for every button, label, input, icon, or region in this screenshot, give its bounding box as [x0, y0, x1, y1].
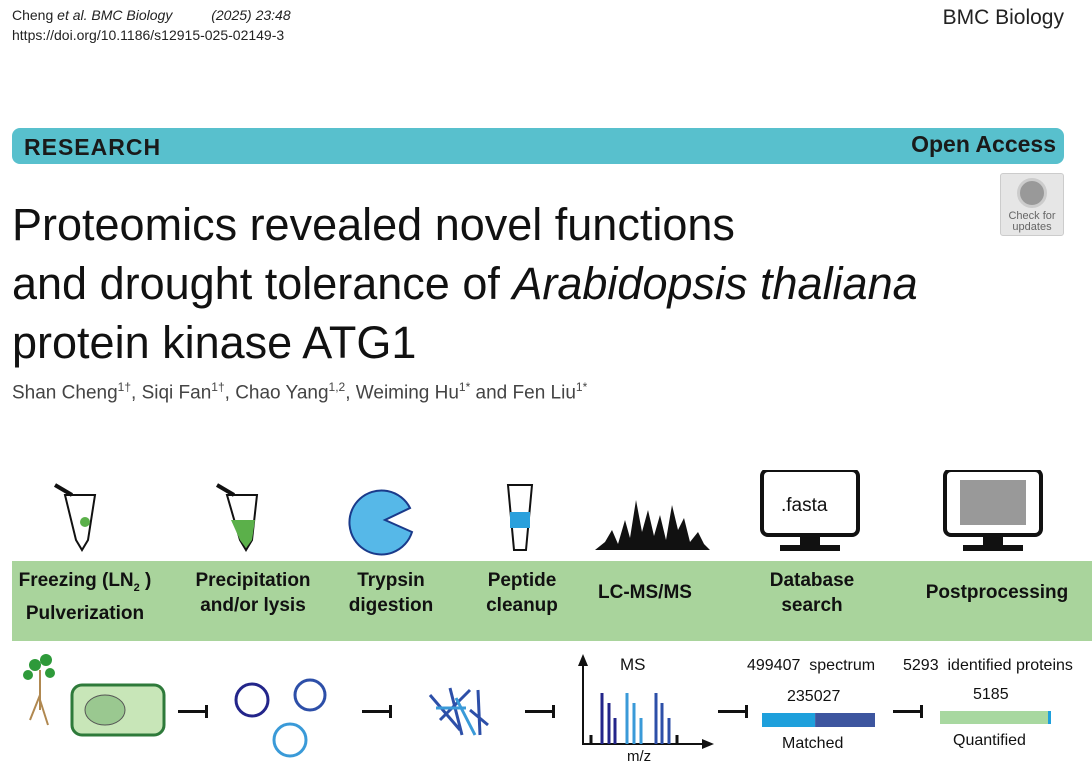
title-line1: Proteomics revealed novel functions	[12, 199, 735, 250]
trypsin-pacman-icon	[348, 489, 414, 556]
step-label: Postprocessing	[907, 580, 1087, 605]
article-type: RESEARCH	[24, 134, 162, 160]
step-label: Database search	[722, 568, 902, 618]
quantified-count: 5185	[973, 686, 1009, 703]
tube-lysis-icon	[215, 483, 259, 552]
identified-label: identified proteins	[947, 657, 1073, 674]
step-label-line1: LC-MS/MS	[555, 580, 735, 605]
ms-label: MS	[620, 655, 646, 674]
plant-cell-icon	[23, 654, 166, 737]
monitor-heatmap-icon	[943, 470, 1043, 551]
step-text: Freezing (LN	[18, 570, 134, 591]
author-separator: ,	[345, 382, 356, 404]
tube-frozen-icon	[53, 483, 97, 552]
peptide-fragments-icon	[428, 687, 489, 736]
step-text: LC-MS/MS	[598, 582, 692, 603]
mz-label: m/z	[627, 748, 652, 765]
matched-count: 235027	[787, 688, 841, 705]
step-text: Database	[769, 570, 855, 591]
title-species: Arabidopsis thaliana	[512, 258, 918, 309]
step-label-line2: and/or lysis	[200, 595, 306, 616]
ms-spectrum-icon	[578, 654, 714, 749]
identified-count: 5293	[903, 657, 939, 674]
workflow-lower-icons	[23, 654, 1051, 758]
author-affiliation: 1*	[575, 380, 588, 394]
quantified-label: Quantified	[953, 732, 1026, 749]
step-label: Trypsin digestion	[301, 568, 481, 618]
spectrum-count: 499407	[747, 657, 801, 674]
title-line2: and drought tolerance of	[12, 258, 513, 309]
step-label-line1: Freezing (LN2 )	[0, 568, 175, 601]
arrow-icon	[718, 705, 748, 718]
protein-blobs-icon	[234, 678, 327, 758]
step-label-line1: Trypsin	[301, 568, 481, 593]
journal-name: BMC Biology	[942, 6, 1064, 29]
chromatogram-icon	[595, 500, 710, 550]
author-affiliation: 1,2	[328, 380, 346, 394]
open-access-label: Open Access	[911, 131, 1056, 157]
step-label-line1: Database	[722, 568, 902, 593]
citation-author: Cheng	[12, 7, 54, 23]
author-affiliation: 1†	[211, 380, 225, 394]
author-list: Shan Cheng1†, Siqi Fan1†, Chao Yang1,2, …	[12, 380, 587, 404]
step-label-line2: search	[781, 595, 843, 616]
workflow-icons	[53, 470, 1043, 556]
step-label-line1: Peptide	[432, 568, 612, 593]
step-label: Peptide cleanup	[432, 568, 612, 618]
author-name[interactable]: Fen Liu	[512, 382, 576, 404]
title-line3: protein kinase ATG1	[12, 317, 417, 368]
author-name[interactable]: Shan Cheng	[12, 382, 118, 404]
step-text: )	[139, 570, 152, 591]
author-affiliation: 1†	[117, 380, 132, 394]
author-name[interactable]: Weiming Hu	[355, 382, 459, 404]
step-text: Trypsin	[357, 570, 425, 591]
author-separator: ,	[131, 382, 142, 404]
article-title: Proteomics revealed novel functions and …	[12, 195, 1012, 372]
author-name[interactable]: Chao Yang	[235, 382, 329, 404]
citation-volume: (2025) 23:48	[211, 7, 291, 23]
spectrum-label: spectrum	[809, 657, 876, 674]
step-label-line2: Pulverization	[25, 602, 145, 624]
step-label: LC-MS/MS	[555, 580, 735, 605]
quantified-bar	[940, 711, 1051, 724]
check-for-updates-button[interactable]: Check for updates	[1000, 173, 1064, 236]
step-label-line1: Precipitation	[163, 568, 343, 593]
matched-bar	[762, 713, 875, 727]
check-line1: Check for	[1008, 210, 1056, 222]
workflow-band	[12, 561, 1092, 641]
article-type-banner: RESEARCH Open Access	[12, 128, 1064, 164]
author-separator: and	[470, 382, 513, 404]
arrow-icon	[178, 705, 208, 718]
monitor-fasta-icon	[760, 470, 860, 551]
author-affiliation: 1*	[458, 380, 471, 394]
step-label-line1: Postprocessing	[907, 580, 1087, 605]
matched-label: Matched	[782, 735, 844, 752]
step-subscript: 2	[133, 581, 140, 594]
peptide-column-icon	[506, 484, 534, 551]
author-name[interactable]: Siqi Fan	[141, 382, 212, 404]
check-line2: updates	[1012, 221, 1052, 233]
step-text: Precipitation	[195, 570, 311, 591]
fasta-label: .fasta	[781, 495, 828, 516]
doi-link[interactable]: https://doi.org/10.1186/s12915-025-02149…	[12, 27, 285, 43]
step-text: Postprocessing	[925, 582, 1069, 603]
step-label-line2: cleanup	[486, 595, 558, 616]
step-text: Peptide	[487, 570, 557, 591]
citation: Cheng et al. BMC Biology (2025) 23:48 ht…	[12, 5, 291, 45]
arrow-icon	[362, 705, 392, 718]
arrow-icon	[525, 705, 555, 718]
citation-journal: et al. BMC Biology	[57, 7, 173, 23]
step-label-line2: digestion	[348, 595, 434, 616]
author-separator: ,	[224, 382, 236, 404]
step-label: Precipitation and/or lysis	[163, 568, 343, 618]
update-icon	[1017, 178, 1047, 208]
arrow-icon	[893, 705, 923, 718]
step-label: Freezing (LN2 ) Pulverization	[0, 568, 175, 626]
